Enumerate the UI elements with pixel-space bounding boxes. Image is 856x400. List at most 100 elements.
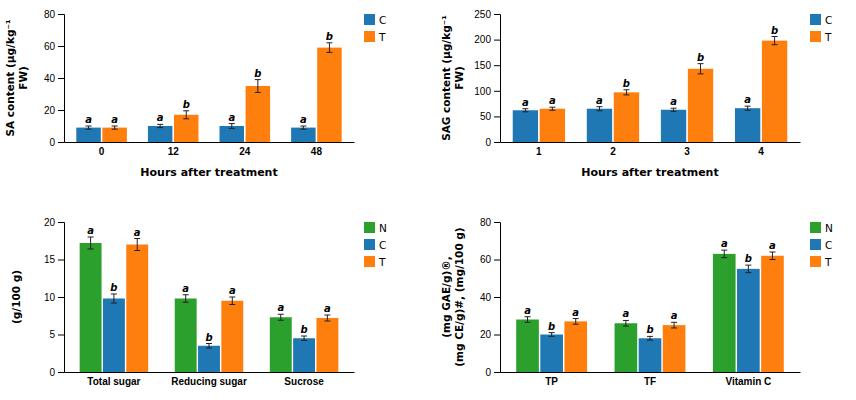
tick: 40 <box>44 73 64 84</box>
error-bar <box>86 126 92 129</box>
axis-line <box>501 142 801 143</box>
legend-item: T <box>364 256 386 268</box>
annotation: b <box>623 78 630 89</box>
legend-swatch <box>810 14 821 25</box>
tick: 12 <box>168 142 180 157</box>
bar <box>316 318 338 372</box>
x-axis-label: Hours after treatment <box>140 166 277 179</box>
bar <box>80 243 102 372</box>
tick-mark <box>494 222 500 223</box>
annotation: a <box>300 114 307 125</box>
plot-area <box>80 237 339 372</box>
axis-line <box>58 223 65 373</box>
tick-label: 10 <box>44 292 56 303</box>
legend-swatch <box>364 222 375 233</box>
axis-line <box>58 15 65 143</box>
tick: Vitamin C <box>725 372 771 387</box>
tick: 10 <box>44 292 64 303</box>
error-bar <box>671 108 677 111</box>
error-bar <box>623 320 629 326</box>
tick-label: 0 <box>485 367 491 378</box>
annotation: a <box>85 114 92 125</box>
error-bar <box>111 294 117 303</box>
legend-item: T <box>810 256 832 268</box>
tick-label: 20 <box>44 105 56 116</box>
tick: 1 <box>536 142 542 157</box>
legend-item: N <box>810 222 833 234</box>
axis-line <box>494 15 501 143</box>
y-axis-label: (g/100 g) <box>10 270 22 324</box>
tick-mark <box>58 142 64 143</box>
x-axis: TPTFVitamin C <box>501 372 801 387</box>
annotation: b <box>205 332 212 343</box>
tick-label: 0 <box>99 146 105 157</box>
tick-label: 20 <box>44 217 56 228</box>
y-axis-label: SAG content (μg/kg⁻¹FW) <box>440 15 465 141</box>
tick-mark <box>58 372 64 373</box>
annotation: a <box>182 283 189 294</box>
tick-mark <box>58 110 64 111</box>
tick: 24 <box>239 142 251 157</box>
tick-label: 12 <box>168 146 180 157</box>
bar <box>198 346 220 372</box>
tick-label: 2 <box>610 146 616 157</box>
tick: 20 <box>480 329 500 340</box>
tick-label: 60 <box>44 41 56 52</box>
error-bar <box>772 37 778 45</box>
bar <box>639 338 662 372</box>
tick-mark <box>58 297 64 298</box>
annotation: b <box>326 31 333 42</box>
error-bar <box>255 80 261 93</box>
bar-series <box>540 37 788 142</box>
legend-item: T <box>364 31 386 43</box>
tick-label: 150 <box>474 60 491 71</box>
annotations: aaabbbaaa <box>524 238 776 335</box>
bar <box>516 320 539 373</box>
bar-series <box>102 43 341 142</box>
annotation: b <box>646 324 653 335</box>
bar <box>614 92 639 142</box>
tick: 20 <box>44 105 64 116</box>
error-bar <box>549 333 555 337</box>
tick-label: 0 <box>485 137 491 148</box>
annotation: a <box>229 285 236 296</box>
tick-label: 4 <box>758 146 764 157</box>
legend-item: N <box>364 222 387 234</box>
tick: Total sugar <box>87 372 140 387</box>
tick: 150 <box>474 60 500 71</box>
tick-label: 40 <box>44 73 56 84</box>
tick-label: 80 <box>480 217 492 228</box>
legend-label: C <box>825 239 832 251</box>
tick: 40 <box>480 292 500 303</box>
legend-label: T <box>378 256 386 268</box>
tick-label: 0 <box>49 367 55 378</box>
bar <box>317 48 342 142</box>
legend-label: C <box>825 14 832 26</box>
tick-mark <box>494 260 500 261</box>
annotation: a <box>87 225 94 236</box>
tick-label: 1 <box>536 146 542 157</box>
tick: 3 <box>684 142 690 157</box>
tick-label: 3 <box>684 146 690 157</box>
error-bar <box>157 124 163 127</box>
annotation: b <box>548 321 555 332</box>
bar <box>175 299 197 373</box>
tick-label: 15 <box>44 254 56 265</box>
bar <box>762 41 787 142</box>
tick-label: 250 <box>474 9 491 20</box>
legend-item: C <box>364 239 386 251</box>
legend-item: C <box>810 14 832 26</box>
annotations: aaabbbaaa <box>87 225 331 343</box>
bar-series <box>564 252 783 372</box>
tick-label: Vitamin C <box>725 376 771 387</box>
y-axis-label: (mg GAE/g)®,(mg CE/g)#, (mg/100 g) <box>440 227 465 366</box>
error-bar <box>112 126 118 129</box>
legend: NCT <box>364 222 387 268</box>
tick-mark <box>58 260 64 261</box>
legend-item: C <box>364 14 386 26</box>
tick: TF <box>644 372 656 387</box>
annotation: a <box>596 95 603 106</box>
annotation: a <box>524 305 531 316</box>
tick: 200 <box>474 34 500 45</box>
bar <box>663 325 686 372</box>
